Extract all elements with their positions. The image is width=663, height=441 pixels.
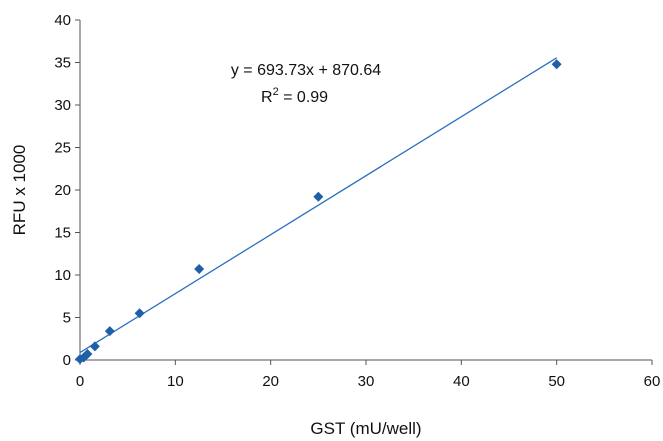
x-tick-label: 40 bbox=[453, 373, 470, 390]
axis-ticks: 0 5 10 15 20 25 30 35 40 0 10 20 30 40 50 60 bbox=[54, 12, 660, 390]
r-squared-value: = 0.99 bbox=[279, 89, 328, 106]
r-squared-exponent: 2 bbox=[273, 86, 279, 98]
x-axis-title: GST (mU/well) bbox=[310, 419, 421, 438]
x-tick-label: 20 bbox=[262, 373, 279, 390]
y-tick-label: 5 bbox=[63, 310, 71, 327]
y-tick-label: 10 bbox=[54, 267, 71, 284]
x-tick-label: 10 bbox=[167, 373, 184, 390]
x-tick-label: 0 bbox=[76, 373, 84, 390]
data-point bbox=[104, 326, 115, 337]
y-tick-label: 25 bbox=[54, 140, 71, 157]
x-tick-label: 60 bbox=[644, 373, 661, 390]
x-tick-label: 50 bbox=[548, 373, 565, 390]
data-point bbox=[194, 264, 205, 275]
data-point bbox=[551, 59, 562, 70]
r-squared-prefix: R bbox=[261, 89, 273, 106]
trendline-group bbox=[79, 57, 558, 354]
r-squared-label: R2 = 0.99 bbox=[261, 86, 328, 106]
y-tick-label: 40 bbox=[54, 12, 71, 29]
data-point bbox=[82, 349, 93, 360]
y-tick-label: 30 bbox=[54, 97, 71, 114]
data-point bbox=[89, 341, 100, 352]
data-point bbox=[313, 191, 324, 202]
trendline bbox=[79, 57, 558, 354]
trendline-equation: y = 693.73x + 870.64 bbox=[231, 62, 381, 79]
data-point bbox=[134, 308, 145, 319]
data-points bbox=[75, 59, 562, 365]
x-tick-label: 30 bbox=[358, 373, 375, 390]
y-tick-label: 20 bbox=[54, 182, 71, 199]
y-tick-label: 35 bbox=[54, 55, 71, 72]
y-tick-label: 0 bbox=[63, 352, 71, 369]
y-tick-label: 15 bbox=[54, 225, 71, 242]
y-axis-title: RFU x 1000 bbox=[10, 145, 29, 236]
